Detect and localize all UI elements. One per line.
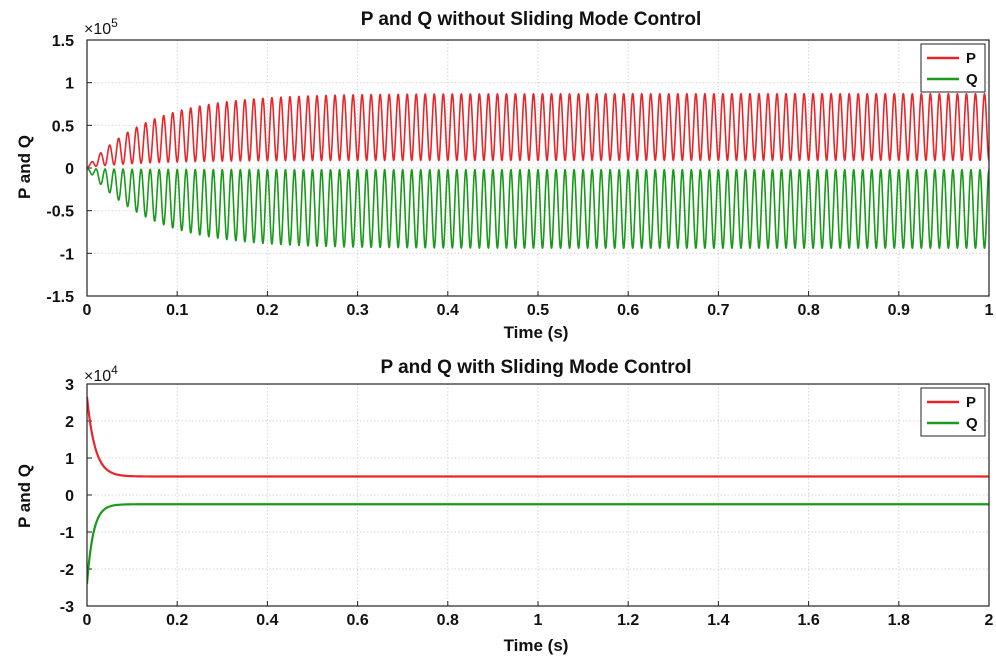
top-y-tick-label: 1: [65, 76, 74, 93]
top-legend-label-q: Q: [966, 71, 978, 88]
top-x-tick-label: 0.2: [256, 302, 278, 319]
bottom-chart-ylabel: P and Q: [15, 464, 34, 528]
bottom-x-tick-label: 0.8: [437, 612, 459, 629]
top-x-tick-label: 0.8: [797, 302, 819, 319]
top-chart-ylabel: P and Q: [15, 135, 34, 199]
bottom-x-tick-label: 0.4: [256, 612, 278, 629]
bottom-chart-exponent-power: 4: [111, 363, 118, 377]
top-chart-exponent-power: 5: [111, 16, 118, 30]
top-plot-area: 0 0.1 0.2 0.3 0.4 0.5 0.6 0.7 0.8 0.9 1 1.5 1 0.5 0 -0.…: [46, 33, 993, 319]
top-y-tick-label: 0: [65, 161, 74, 178]
bottom-x-tick-label: 1.8: [888, 612, 910, 629]
bottom-y-tick-label: 3: [65, 377, 74, 394]
top-x-tick-label: 1: [985, 302, 994, 319]
top-y-tick-label: -1.5: [46, 289, 74, 306]
top-y-tick-label: -0.5: [46, 204, 74, 221]
bottom-chart-xlabel: Time (s): [504, 636, 569, 655]
top-x-tick-label: 0.4: [437, 302, 459, 319]
top-x-tick-label: 0.6: [617, 302, 639, 319]
bottom-y-tick-label: -3: [60, 599, 74, 616]
bottom-x-tick-label: 0.2: [166, 612, 188, 629]
bottom-x-tick-label: 0: [83, 612, 92, 629]
bottom-x-tick-label: 0.6: [346, 612, 368, 629]
top-y-tick-label: 0.5: [52, 118, 74, 135]
bottom-x-tick-label: 1: [534, 612, 543, 629]
bottom-y-tick-label: -1: [60, 525, 74, 542]
top-chart-title: P and Q without Sliding Mode Control: [361, 9, 702, 30]
bottom-legend-label-p: P: [966, 394, 976, 411]
bottom-plot-area: 0 0.2 0.4 0.6 0.8 1 1.2 1.4 1.6 1.8 2 3 2 1 0 -1 -2 -3 PQ: [60, 377, 994, 629]
top-chart-xlabel: Time (s): [504, 323, 569, 342]
top-x-tick-label: 0.7: [707, 302, 729, 319]
bottom-x-tick-label: 1.6: [797, 612, 819, 629]
top-legend: PQ: [921, 44, 985, 92]
top-x-tick-label: 0.3: [346, 302, 368, 319]
top-x-tick-label: 0.1: [166, 302, 188, 319]
bottom-x-tick-label: 1.2: [617, 612, 639, 629]
bottom-y-tick-label: 1: [65, 451, 74, 468]
top-y-tick-label: -1: [60, 246, 74, 263]
bottom-y-tick-label: 0: [65, 488, 74, 505]
top-x-tick-label: 0.9: [888, 302, 910, 319]
top-y-tick-label: 1.5: [52, 33, 74, 50]
top-chart-exponent-base: ×10: [84, 21, 111, 38]
bottom-legend: PQ: [921, 388, 985, 436]
bottom-y-tick-label: -2: [60, 562, 74, 579]
bottom-y-tick-label: 2: [65, 414, 74, 431]
bottom-chart-title: P and Q with Sliding Mode Control: [380, 357, 691, 378]
bottom-x-tick-label: 1.4: [707, 612, 729, 629]
top-legend-label-p: P: [966, 50, 976, 67]
bottom-x-tick-label: 2: [985, 612, 994, 629]
bottom-chart-exponent-base: ×10: [84, 368, 111, 385]
bottom-legend-label-q: Q: [966, 415, 978, 432]
top-x-tick-label: 0.5: [527, 302, 549, 319]
top-x-tick-label: 0: [83, 302, 92, 319]
